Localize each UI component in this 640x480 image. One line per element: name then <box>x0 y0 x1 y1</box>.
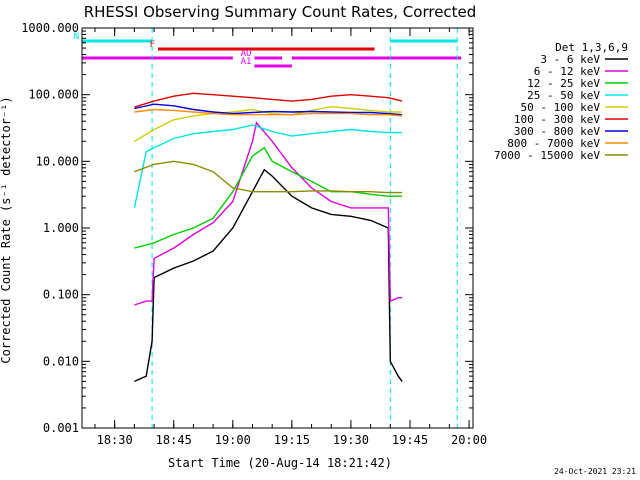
y-tick-label: 0.100 <box>43 288 79 302</box>
flag-label: F <box>150 40 155 50</box>
x-tick-label: 18:45 <box>156 433 192 447</box>
x-tick-label: 19:45 <box>392 433 428 447</box>
x-tick-label: 19:15 <box>274 433 310 447</box>
series-line <box>134 160 403 194</box>
legend-label: 7000 - 15000 keV <box>494 149 600 162</box>
flag-label: A1 <box>241 57 252 67</box>
series-layer <box>133 92 403 383</box>
x-tick-label: 19:30 <box>333 433 369 447</box>
legend-label: 50 - 100 keV <box>521 101 601 114</box>
x-tick-label: 19:00 <box>215 433 251 447</box>
y-tick-label: 0.010 <box>43 354 79 368</box>
chart-title: RHESSI Observing Summary Count Rates, Co… <box>84 3 477 21</box>
series-line <box>134 92 403 108</box>
series-line <box>134 168 403 383</box>
y-tick-label: 10.000 <box>36 154 79 168</box>
x-tick-label: 20:00 <box>451 433 487 447</box>
x-axis-label: Start Time (20-Aug-14 18:21:42) <box>168 456 392 470</box>
legend-label: 6 - 12 keV <box>534 65 601 78</box>
legend-title: Det 1,3,6,9 <box>555 41 628 54</box>
y-tick-label: 100.000 <box>28 88 79 102</box>
legend-label: 12 - 25 keV <box>527 77 600 90</box>
y-tick-label: 1.000 <box>43 221 79 235</box>
legend-label: 3 - 6 keV <box>540 53 600 66</box>
y-tick-label: 1000.000 <box>21 21 79 35</box>
legend-label: 300 - 800 keV <box>514 125 600 138</box>
y-tick-label: 0.001 <box>43 421 79 435</box>
legend-label: 100 - 300 keV <box>514 113 600 126</box>
legend-label: 25 - 50 keV <box>527 89 600 102</box>
flag-label: AO <box>241 49 252 59</box>
series-line <box>134 105 403 142</box>
flag-label: N <box>74 32 79 42</box>
y-axis-label: Corrected Count Rate (s⁻¹ detector⁻¹) <box>0 96 13 363</box>
axes-layer: 0.001 0.010 0.100 1.000 10.000 100.000 1000.00… <box>21 21 487 447</box>
footer-date: 24-Oct-2021 23:21 <box>554 467 636 476</box>
series-line <box>134 108 403 117</box>
legend-label: 800 - 7000 keV <box>507 137 600 150</box>
series-line <box>133 124 403 209</box>
x-tick-label: 18:30 <box>97 433 133 447</box>
series-line <box>134 103 403 116</box>
series-line <box>134 146 403 249</box>
series-line <box>134 121 403 306</box>
